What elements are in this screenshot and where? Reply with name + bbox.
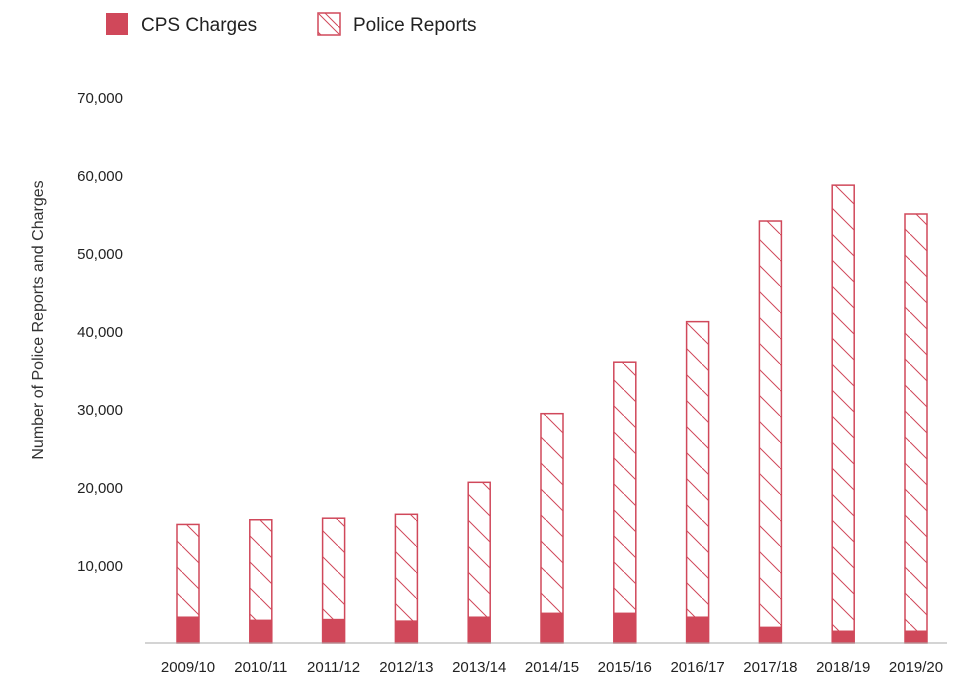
x-tick-label: 2009/10 (161, 659, 215, 676)
legend-swatch-cps-charges (106, 13, 128, 35)
y-axis-label: Number of Police Reports and Charges (30, 180, 47, 459)
bar-cps-charges (249, 619, 272, 643)
legend-label-police-reports: Police Reports (353, 15, 477, 36)
bar-cps-charges (759, 626, 782, 643)
bar-police-reports (831, 184, 855, 644)
x-tick-label: 2011/12 (307, 659, 360, 676)
bars (176, 184, 928, 644)
legend-swatch-hatch (318, 13, 340, 35)
x-tick-label: 2013/14 (452, 659, 506, 676)
bar-cps-charges (322, 618, 345, 643)
y-axis-ticks: 10,000 20,000 30,000 40,000 50,000 60,000 70,0… (77, 90, 123, 575)
bar-police-reports (613, 361, 637, 644)
legend-label-cps-charges: CPS Charges (141, 15, 257, 36)
y-tick-label: 70,000 (77, 90, 123, 107)
y-tick-label: 50,000 (77, 246, 123, 263)
bar-cps-charges (832, 630, 855, 643)
x-tick-label: 2015/16 (598, 659, 652, 676)
y-tick-label: 10,000 (77, 558, 123, 575)
bar-police-reports (904, 213, 928, 644)
bar-cps-charges (905, 630, 927, 643)
bar-cps-charges (613, 612, 636, 643)
x-tick-label: 2018/19 (816, 659, 870, 676)
x-tick-label: 2012/13 (379, 659, 433, 676)
x-tick-label: 2014/15 (525, 659, 579, 676)
bar-cps-charges (395, 620, 418, 643)
x-tick-label: 2019/20 (889, 659, 943, 676)
y-tick-label: 30,000 (77, 402, 123, 419)
bar-police-reports (540, 412, 564, 644)
y-tick-label: 60,000 (77, 168, 123, 185)
bar-cps-charges (541, 612, 563, 643)
bar-cps-charges (177, 616, 199, 643)
x-tick-label: 2017/18 (743, 659, 797, 676)
bar-cps-charges (468, 616, 491, 643)
y-tick-label: 20,000 (77, 480, 123, 497)
bar-police-reports (685, 320, 710, 644)
x-tick-label: 2010/11 (234, 659, 287, 676)
x-axis-ticks: 2009/10 2010/11 2011/12 2012/13 2013/14 2014/… (161, 659, 943, 676)
bar-police-reports (758, 220, 783, 644)
y-tick-label: 40,000 (77, 324, 123, 341)
legend: CPS Charges Police Reports (106, 12, 477, 36)
x-tick-label: 2016/17 (670, 659, 724, 676)
bar-cps-charges (686, 616, 709, 643)
